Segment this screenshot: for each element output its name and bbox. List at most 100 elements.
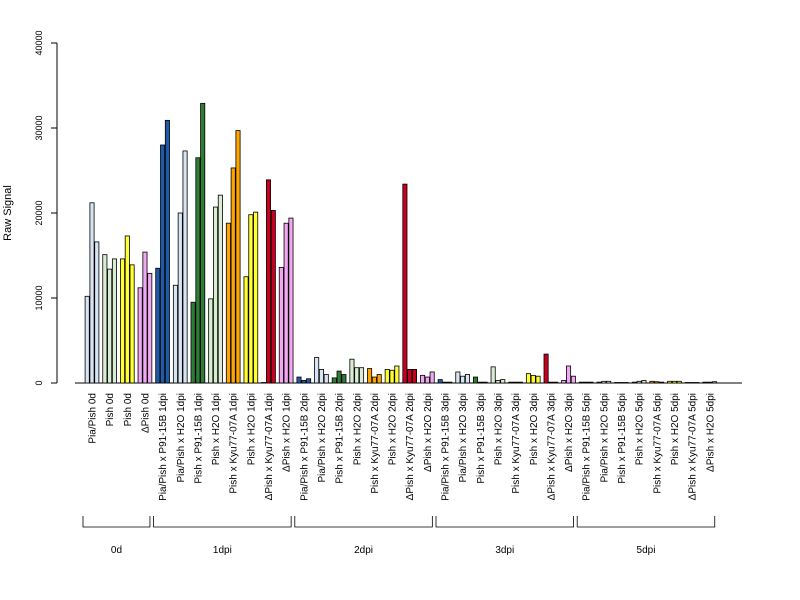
- bar: [253, 211, 259, 384]
- bar: [455, 371, 461, 384]
- group-bracket: [82, 516, 151, 528]
- x-tick-label: Pish x Kyu77-07A 5dpi: [652, 393, 663, 494]
- bar: [394, 365, 400, 384]
- bar: [561, 380, 567, 384]
- bar: [442, 381, 448, 384]
- x-tick-label: Pia/Pish x P91-15B 2dpi: [299, 393, 310, 501]
- bar: [525, 373, 531, 384]
- bar: [336, 370, 342, 384]
- x-tick-label: ΔPish x Kyu77-07A 5dpi: [688, 393, 699, 500]
- bar: [614, 382, 620, 384]
- bar: [702, 381, 708, 384]
- bar: [543, 353, 549, 384]
- bar: [155, 267, 161, 384]
- group-brackets: 0d 1dpi 2dpi 3dpi 5dpi: [82, 516, 716, 556]
- bar: [265, 179, 271, 384]
- bar: [142, 251, 148, 384]
- bar: [217, 194, 223, 384]
- bar: [411, 368, 417, 384]
- x-tick-label: ΔPish x H2O 2dpi: [423, 393, 434, 472]
- bar: [566, 365, 572, 384]
- bar: [389, 369, 395, 384]
- bar: [553, 381, 559, 384]
- bar: [429, 371, 435, 384]
- bar: [495, 380, 501, 384]
- group-bracket: [153, 516, 292, 528]
- bar: [447, 381, 453, 384]
- group-bracket: [435, 516, 574, 528]
- bar: [508, 381, 514, 384]
- bar: [689, 382, 695, 384]
- x-tick-label: Pish x Kyu77-07A 2dpi: [370, 393, 381, 494]
- bar: [200, 102, 206, 384]
- x-tick-label: ΔPish x Kyu77-07A 2dpi: [405, 393, 416, 500]
- x-tick-label: Pia/Pish 0d: [88, 393, 99, 444]
- bar: [707, 381, 713, 384]
- bar: [89, 202, 95, 384]
- bar: [376, 374, 382, 384]
- x-tick-label: Pish x H2O 5dpi: [670, 393, 681, 465]
- bar: [530, 374, 536, 384]
- bar: [235, 130, 241, 384]
- bar: [367, 368, 373, 384]
- bar: [667, 380, 673, 384]
- bar: [195, 157, 201, 384]
- bar: [296, 376, 302, 384]
- bar: [694, 382, 700, 384]
- bar: [147, 272, 153, 384]
- bar: [177, 212, 183, 384]
- x-tick-label: Pish 0d: [123, 393, 134, 426]
- x-tick-label: Pish x P91-15B 5dpi: [617, 393, 628, 484]
- group-bracket: [294, 516, 433, 528]
- bar: [712, 381, 718, 384]
- group-label: 2dpi: [354, 545, 373, 556]
- bar: [208, 298, 214, 384]
- bar: [517, 381, 523, 384]
- bar: [314, 357, 320, 384]
- bar: [384, 368, 390, 384]
- bar: [641, 380, 647, 384]
- bar: [160, 144, 166, 384]
- bar: [548, 381, 554, 384]
- bar: [341, 374, 347, 384]
- bar: [460, 375, 466, 384]
- bar: [535, 375, 541, 384]
- bar: [636, 380, 642, 384]
- bar: [102, 254, 108, 384]
- bar: [172, 284, 178, 384]
- bar: [137, 287, 143, 384]
- x-tick-label: Pish 0d: [105, 393, 116, 426]
- bar: [513, 381, 519, 384]
- x-tick-label: Pish x P91-15B 3dpi: [476, 393, 487, 484]
- group-label: 5dpi: [637, 545, 656, 556]
- bar: [230, 167, 236, 384]
- bar: [654, 381, 660, 384]
- bar: [588, 381, 594, 384]
- bar: [318, 368, 324, 384]
- bar: [583, 381, 589, 384]
- bar: [84, 295, 90, 384]
- x-tick-label: Pish x Kyu77-07A 1dpi: [229, 393, 240, 494]
- x-tick-label: ΔPish x Kyu77-07A 1dpi: [264, 393, 275, 500]
- bar: [301, 380, 307, 384]
- bar: [464, 374, 470, 384]
- x-tick-label: Pish x H2O 2dpi: [388, 393, 399, 465]
- bar: [490, 366, 496, 384]
- bar: [182, 150, 188, 384]
- bars: [84, 102, 718, 384]
- bar: [270, 210, 276, 384]
- bar: [684, 382, 690, 384]
- bar: [578, 381, 584, 384]
- bar: [659, 381, 665, 384]
- bar: [120, 258, 126, 384]
- bar: [482, 381, 488, 384]
- bar: [248, 214, 254, 384]
- x-tick-label: Pish x H2O 5dpi: [635, 393, 646, 465]
- bar: [94, 241, 100, 384]
- bar: [359, 367, 365, 384]
- bar: [349, 358, 355, 384]
- bar: [477, 381, 483, 384]
- bar: [420, 374, 426, 384]
